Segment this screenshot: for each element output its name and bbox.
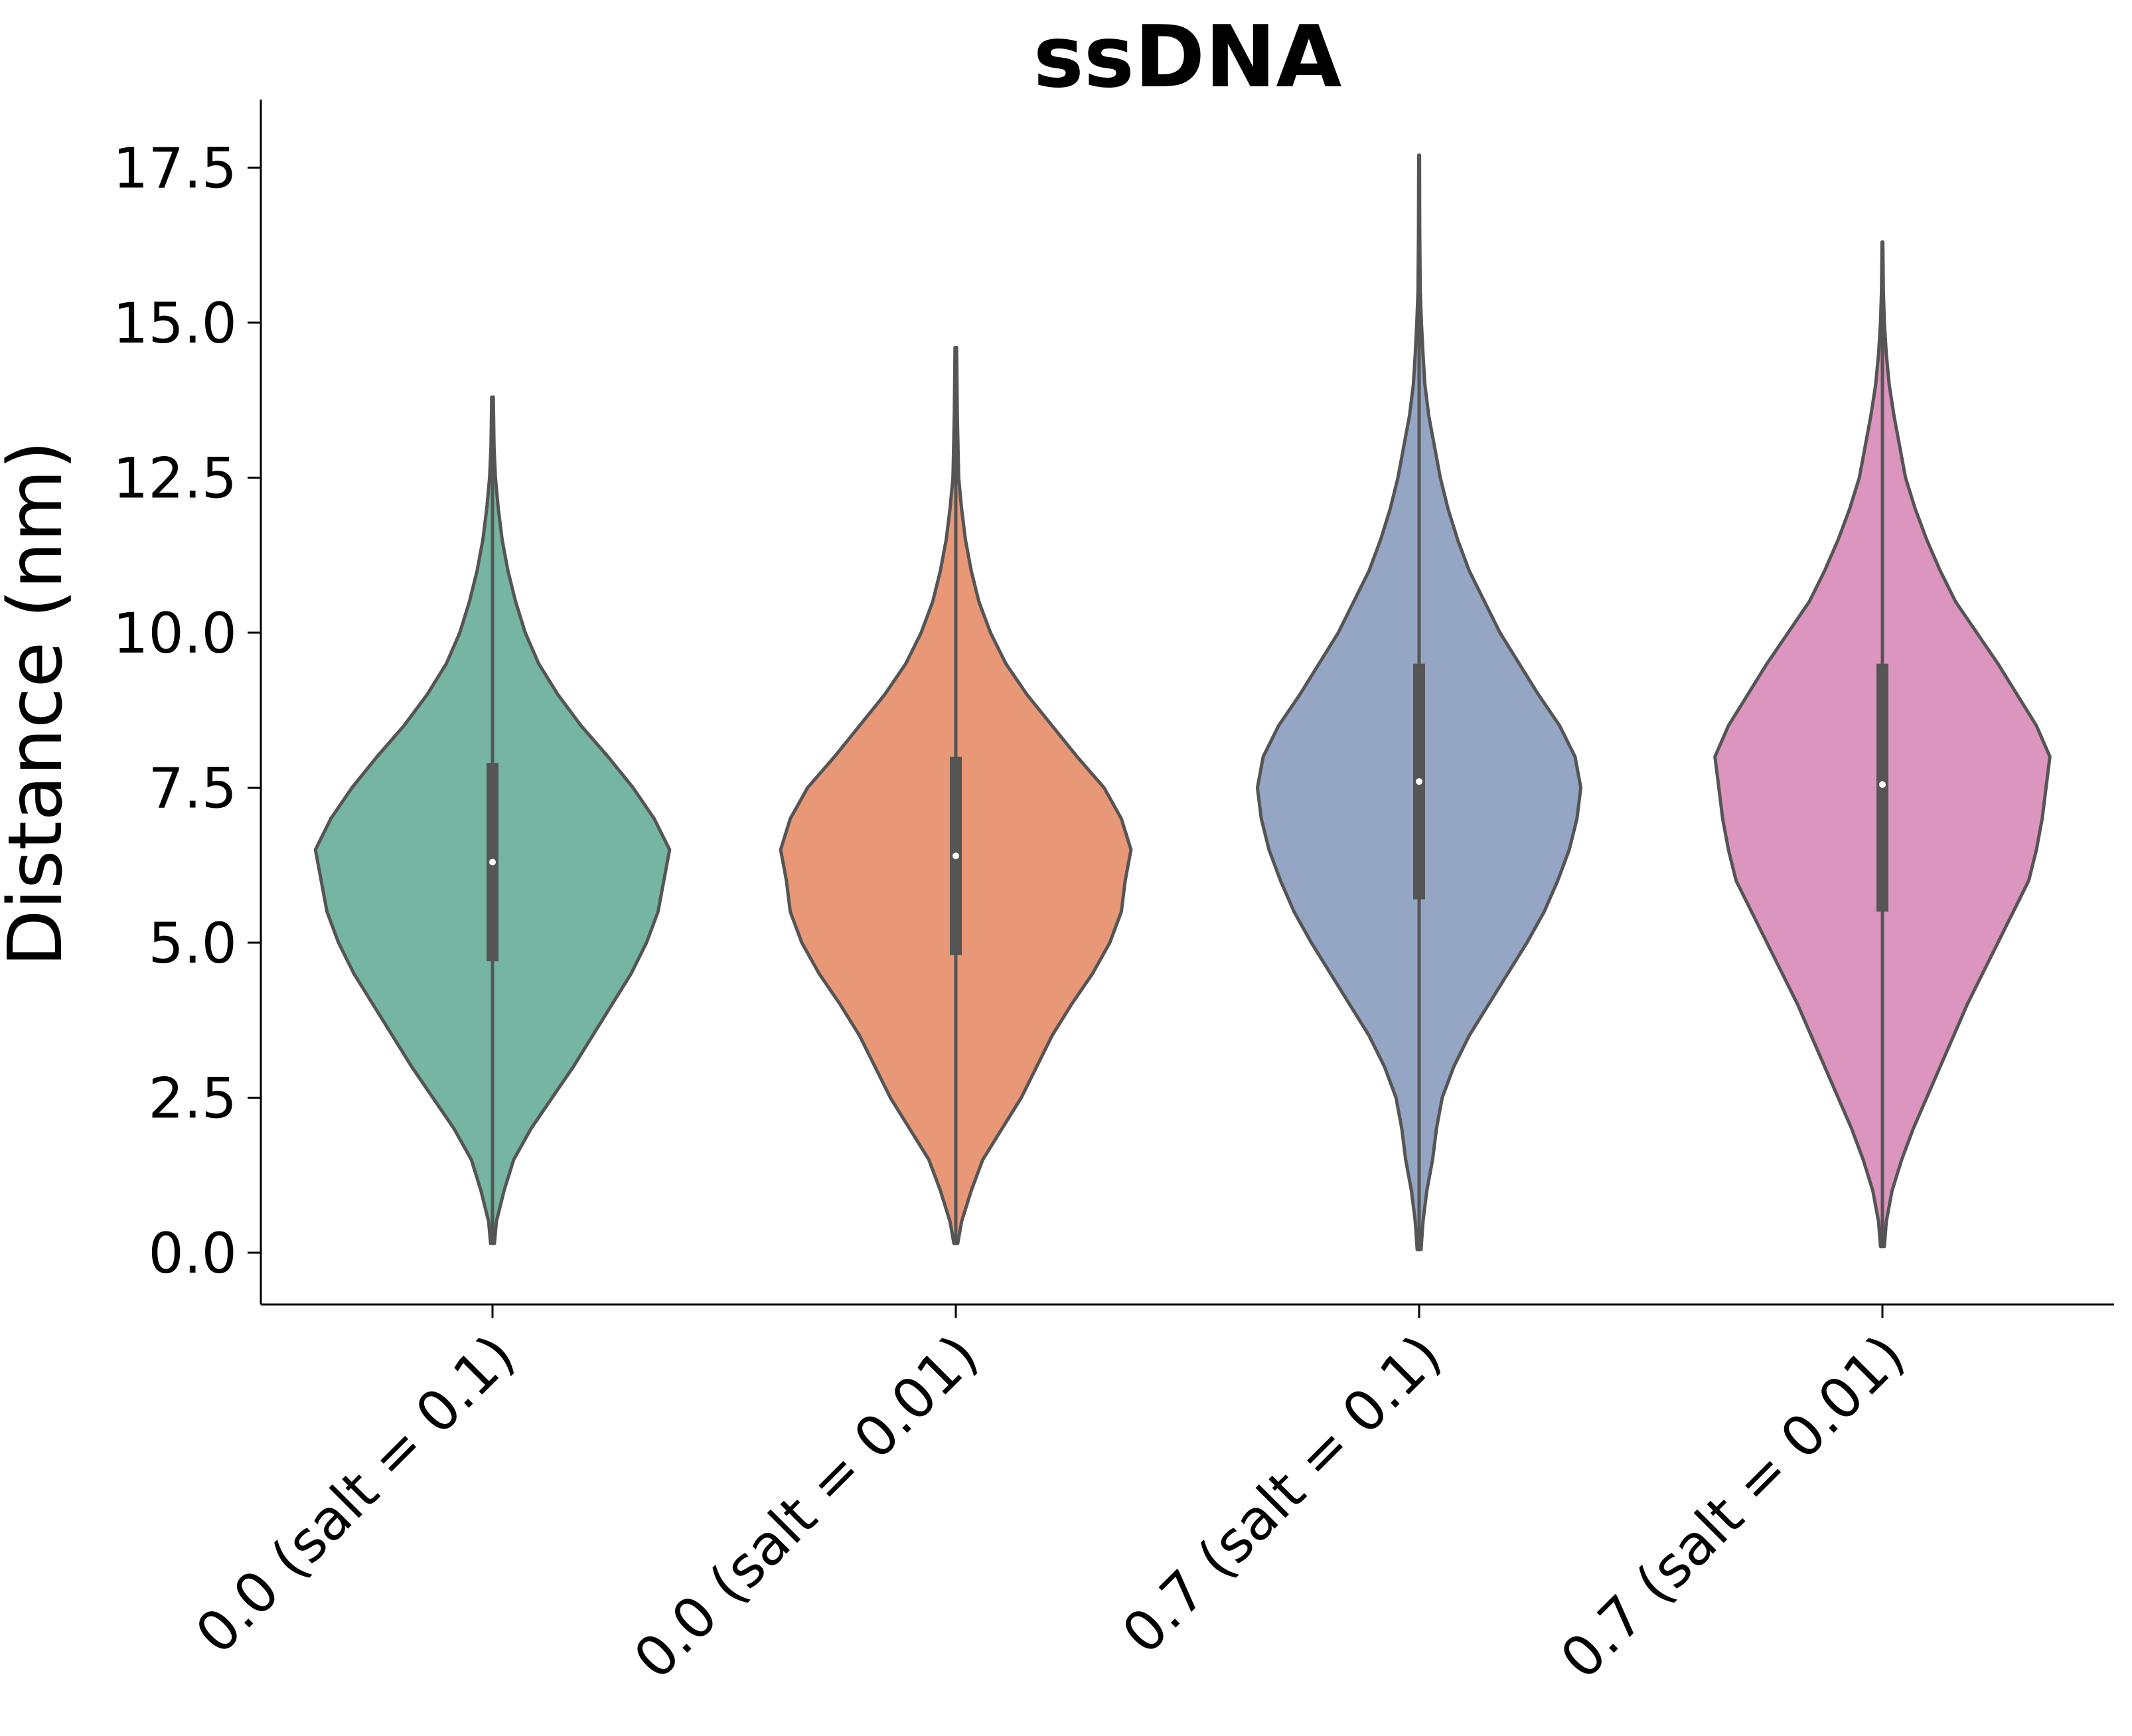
y-tick-label: 17.5	[113, 136, 237, 201]
violin-median-point	[1879, 781, 1886, 788]
y-tick-label: 15.0	[113, 291, 237, 356]
x-tick-label: 0.0 (salt = 0.1)	[183, 1322, 527, 1666]
violin-median-point	[1416, 778, 1422, 785]
x-tick-label: 0.7 (salt = 0.01)	[1548, 1322, 1917, 1692]
chart-title: ssDNA	[1033, 8, 1342, 107]
y-tick-label: 12.5	[113, 446, 237, 511]
y-tick-label: 2.5	[148, 1066, 237, 1131]
violin-median-point	[952, 852, 959, 860]
y-ticks: 0.0 2.5 5.0 7.5 10.0 12.5 15.0 17.5	[113, 136, 261, 1286]
x-tick-label: 0.0 (salt = 0.01)	[621, 1322, 990, 1692]
x-tick-label: 0.7 (salt = 0.1)	[1110, 1322, 1454, 1666]
x-ticks: 0.0 (salt = 0.1) 0.0 (salt = 0.01) 0.7 (sa…	[183, 1304, 1917, 1692]
violins-group	[313, 153, 2052, 1251]
y-axis-label: Distance (nm)	[0, 441, 79, 967]
y-tick-label: 7.5	[148, 756, 237, 821]
y-tick-label: 0.0	[148, 1221, 237, 1286]
violin-median-point	[489, 858, 496, 866]
y-tick-label: 10.0	[113, 601, 237, 666]
y-tick-label: 5.0	[148, 911, 237, 976]
